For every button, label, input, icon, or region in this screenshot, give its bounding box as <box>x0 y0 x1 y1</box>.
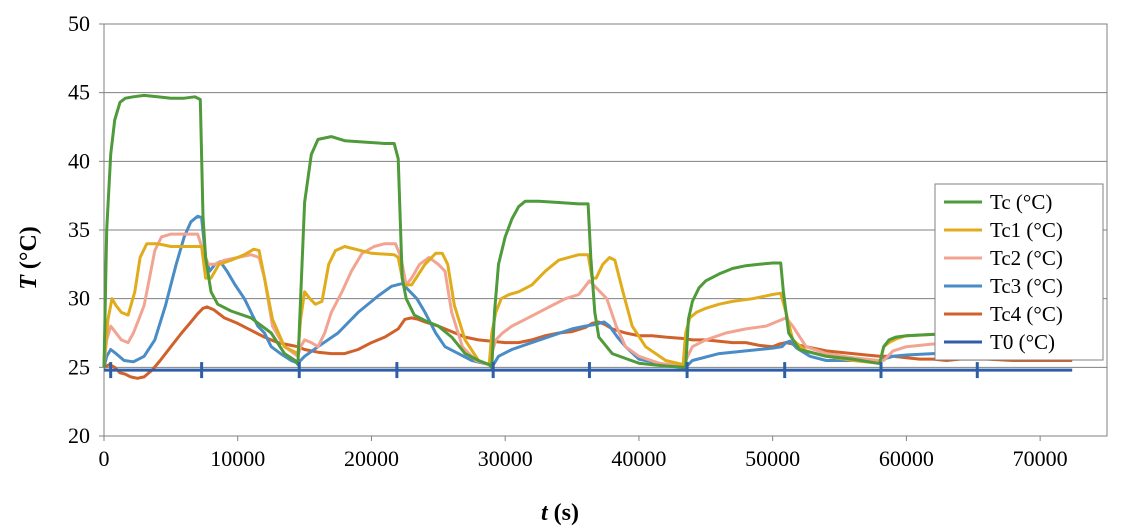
x-tick-label: 20000 <box>344 446 399 471</box>
legend-entry: Tc3 (°C) <box>990 274 1063 298</box>
y-axis-ticks: 20 25 30 35 40 45 50 <box>68 11 104 448</box>
series-lines <box>102 93 1073 380</box>
y-tick-label: 25 <box>68 354 90 379</box>
y-axis-unit: (°C) <box>16 226 42 275</box>
y-tick-label: 30 <box>68 286 90 311</box>
legend-entry: Tc1 (°C) <box>990 218 1063 242</box>
y-tick-label: 20 <box>68 423 90 448</box>
series-line-2 <box>102 242 1073 367</box>
series-line-1 <box>102 93 1073 369</box>
x-tick-label: 60000 <box>879 446 934 471</box>
x-axis-variable: t <box>541 500 549 526</box>
legend: Tc (°C) Tc1 (°C) Tc2 (°C) Tc3 (°C) Tc4 (°C) T… <box>934 183 1104 361</box>
legend-entry: Tc (°C) <box>990 190 1052 214</box>
legend-entry: Tc4 (°C) <box>990 302 1063 326</box>
x-tick-label: 70000 <box>1013 446 1068 471</box>
y-tick-label: 45 <box>68 80 90 105</box>
x-tick-label: 50000 <box>745 446 800 471</box>
legend-entry: Tc2 (°C) <box>990 246 1063 270</box>
x-tick-label: 10000 <box>210 446 265 471</box>
x-axis-title: t (s) <box>541 500 579 526</box>
y-tick-label: 40 <box>68 148 90 173</box>
legend-box <box>934 183 1104 361</box>
y-axis-title: T (°C) <box>16 226 42 290</box>
x-axis-ticks: 0 10000 20000 30000 40000 50000 60000 70000 <box>99 436 1068 471</box>
x-axis-unit: (s) <box>548 500 579 526</box>
x-tick-label: 0 <box>99 446 110 471</box>
y-axis-variable: T <box>16 274 42 290</box>
legend-entry: T0 (°C) <box>990 330 1055 354</box>
x-tick-label: 30000 <box>478 446 533 471</box>
y-tick-label: 35 <box>68 217 90 242</box>
y-tick-label: 50 <box>68 11 90 36</box>
series-line-5 <box>103 305 1073 380</box>
x-tick-label: 40000 <box>611 446 666 471</box>
